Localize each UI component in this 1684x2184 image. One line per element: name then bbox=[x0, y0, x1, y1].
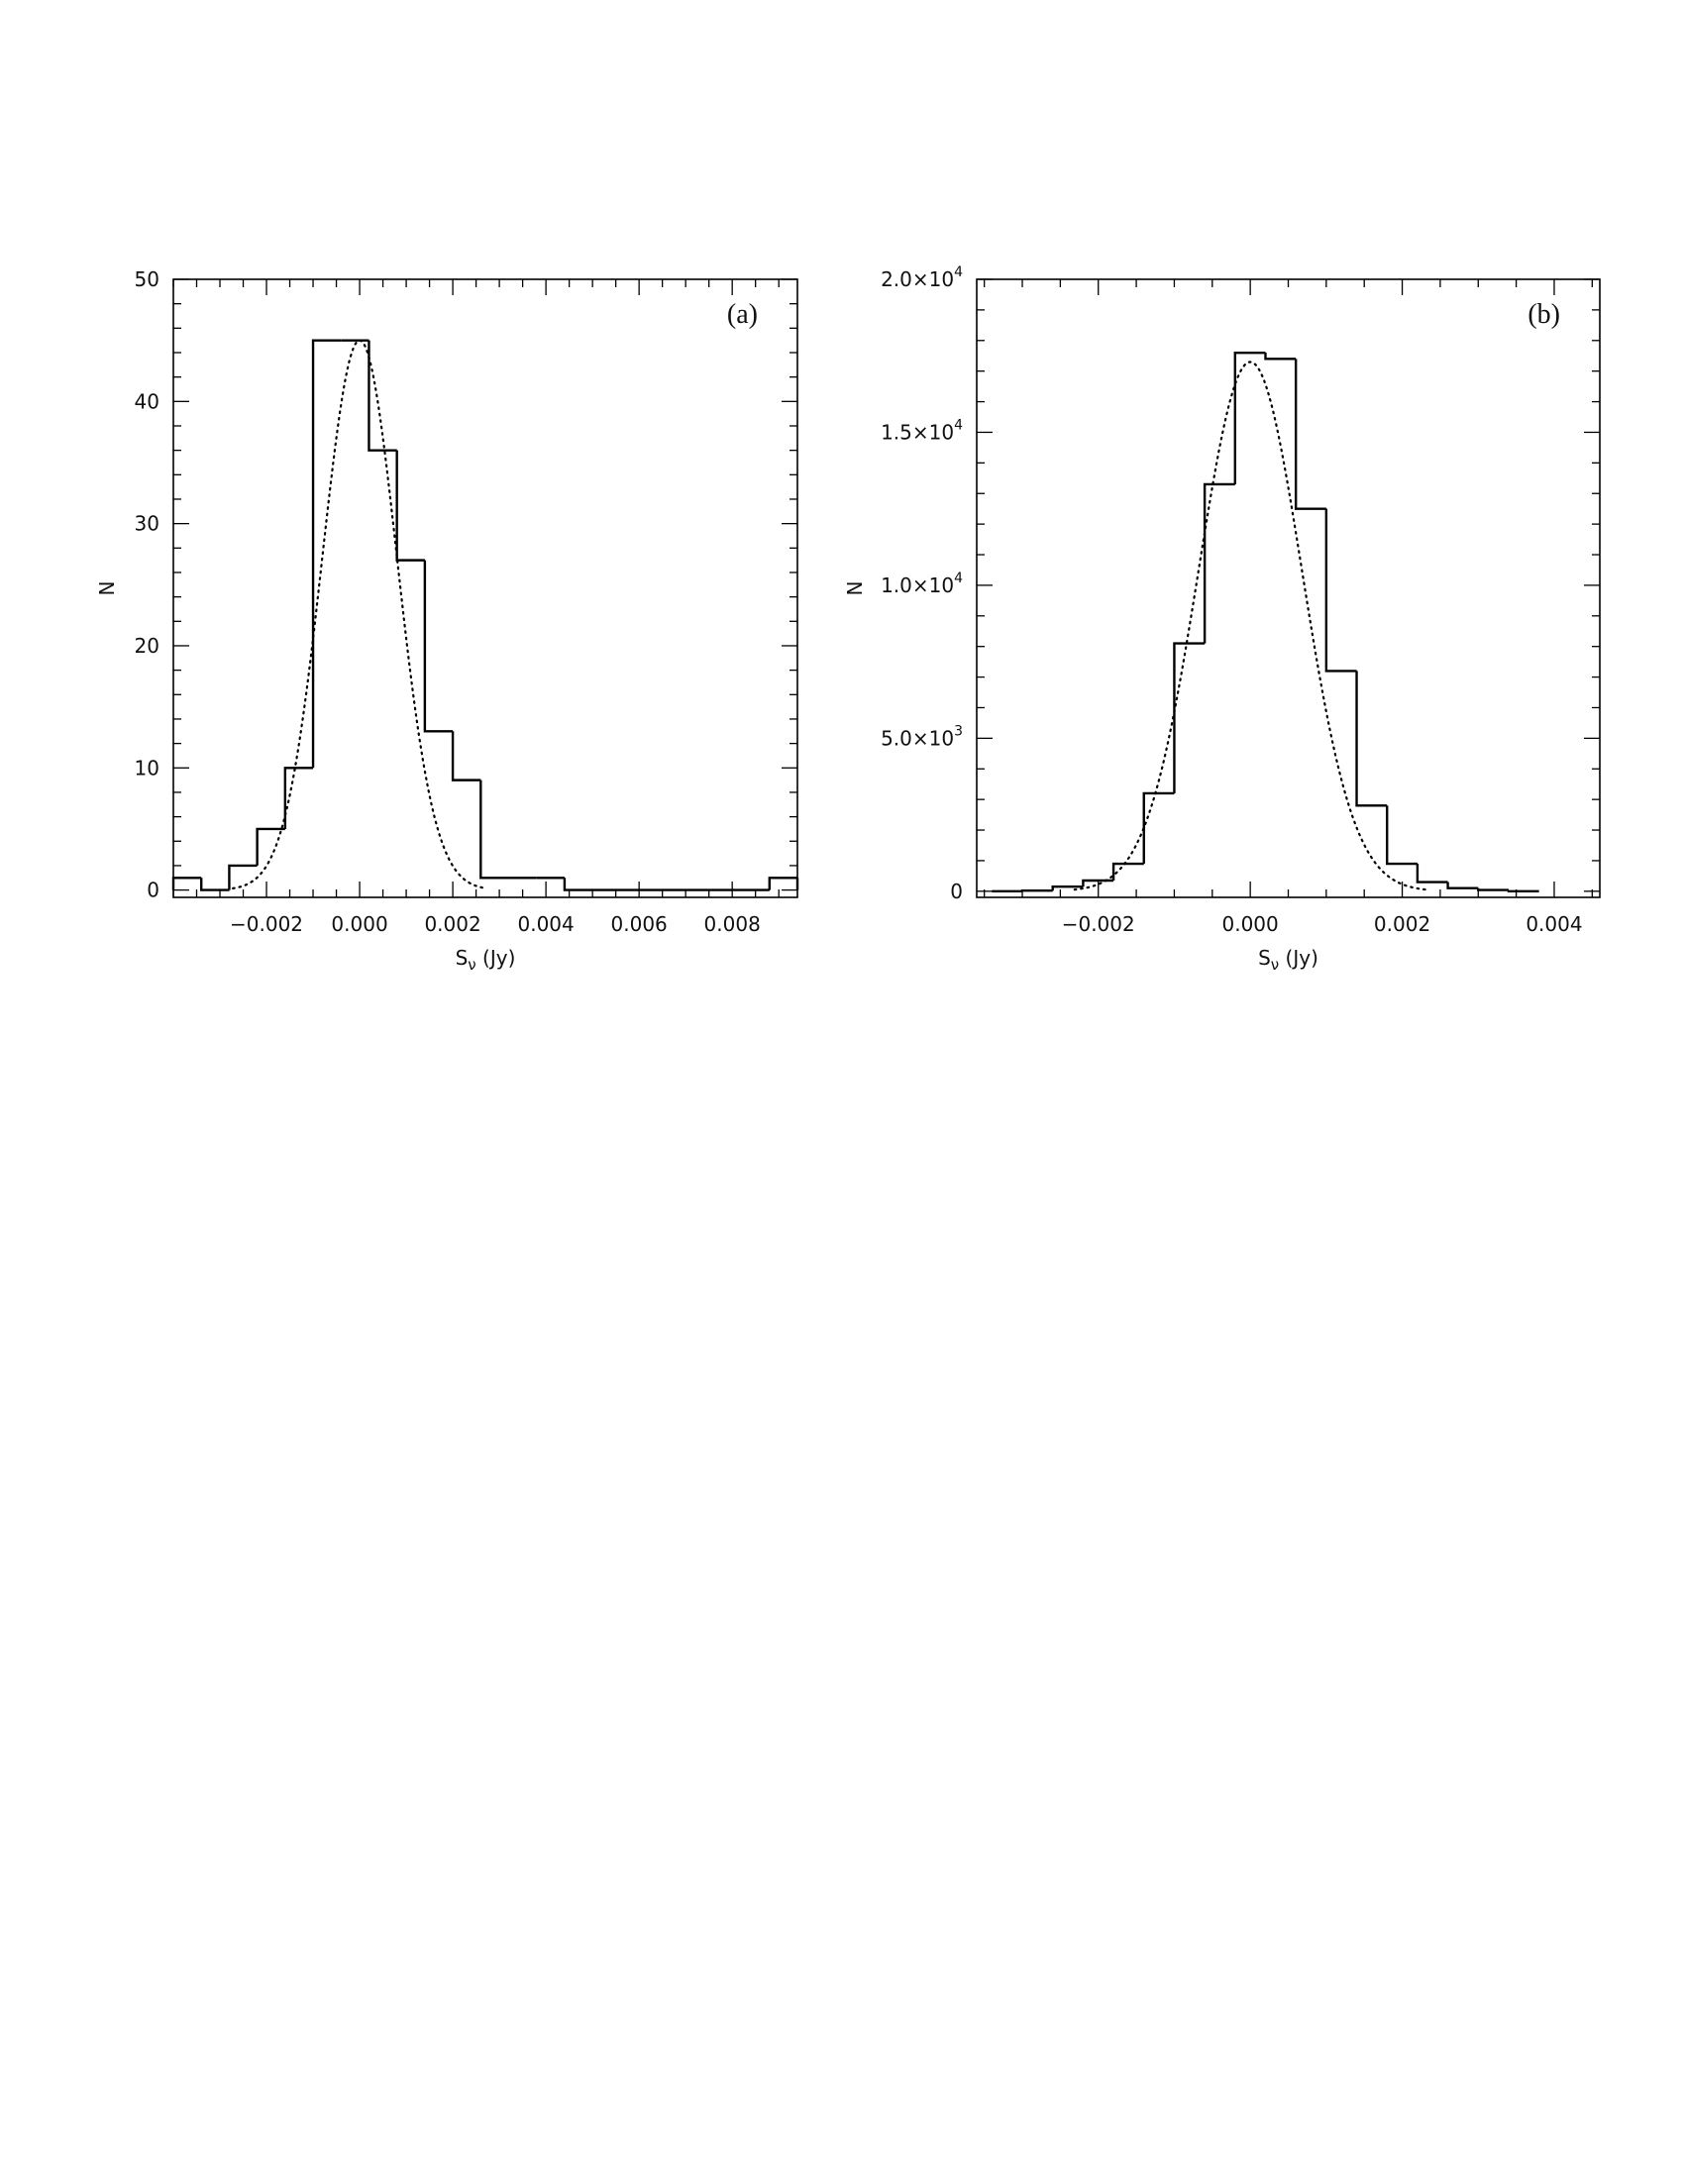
histogram-bin bbox=[311, 339, 342, 769]
histogram-bin bbox=[228, 864, 258, 890]
panel-label: (b) bbox=[1527, 299, 1560, 330]
x-axis-label-unit: (Jy) bbox=[476, 946, 516, 970]
y-tick-exponent: 4 bbox=[954, 417, 963, 433]
gaussian-fit-curve bbox=[1073, 361, 1427, 891]
y-tick-mantissa: 2.0×10 bbox=[881, 267, 954, 291]
y-tick-label: 50 bbox=[135, 267, 159, 291]
y-tick-label: 1.0×104 bbox=[881, 571, 963, 597]
panel-b-histogram: −0.002 0.000 0.002 0.00405.0×1031.0×1041.5×… bbox=[843, 264, 1601, 974]
x-axis-label-unit: (Jy) bbox=[1279, 946, 1318, 970]
gaussian-fit-curve bbox=[232, 339, 488, 889]
y-tick-mantissa: 10 bbox=[135, 756, 159, 780]
histogram-bin bbox=[1507, 889, 1539, 893]
x-tick-label: 0.000 bbox=[331, 912, 387, 936]
histogram-bin bbox=[256, 827, 285, 866]
y-tick-label: 40 bbox=[135, 389, 159, 413]
x-tick-label: 0.008 bbox=[704, 912, 761, 936]
y-tick-mantissa: 0 bbox=[147, 879, 159, 902]
histogram-bin bbox=[1082, 879, 1114, 887]
plot-frame bbox=[976, 278, 1601, 898]
y-tick-label: 0 bbox=[147, 879, 159, 902]
x-axis-label-subscript: ν bbox=[1271, 956, 1279, 974]
y-tick-mantissa: 40 bbox=[135, 389, 159, 413]
x-tick-label: −0.002 bbox=[230, 912, 303, 936]
y-axis-label: N bbox=[95, 581, 119, 596]
histogram-bin bbox=[1324, 508, 1357, 673]
histogram-bin bbox=[479, 780, 509, 880]
y-tick-mantissa: 50 bbox=[135, 267, 159, 291]
histogram-bin bbox=[395, 450, 425, 562]
y-tick-label: 5.0×103 bbox=[881, 723, 963, 750]
panel-a-histogram: −0.002 0.000 0.002 0.004 0.006 0.008 0 10 20 30 40… bbox=[95, 267, 799, 974]
y-tick-label: 10 bbox=[135, 756, 159, 780]
x-tick-label: 0.002 bbox=[424, 912, 480, 936]
histogram-bin bbox=[1233, 351, 1266, 484]
x-tick-label: 0.004 bbox=[517, 912, 574, 936]
histogram-bin bbox=[1477, 887, 1509, 891]
y-axis-label: N bbox=[843, 581, 867, 596]
y-tick-mantissa: 30 bbox=[135, 512, 159, 536]
y-tick-mantissa: 0 bbox=[950, 880, 963, 903]
y-tick-exponent: 4 bbox=[954, 264, 963, 280]
histogram-bin bbox=[1203, 482, 1235, 644]
y-tick-mantissa: 5.0×10 bbox=[881, 726, 954, 750]
y-tick-label: 20 bbox=[135, 634, 159, 658]
histogram-bin bbox=[1173, 642, 1206, 793]
histogram-bin bbox=[1386, 805, 1418, 866]
histogram-bin bbox=[1142, 791, 1175, 865]
x-axis-label-subscript: ν bbox=[468, 956, 475, 974]
y-tick-mantissa: 1.0×10 bbox=[881, 573, 954, 597]
y-tick-label: 2.0×104 bbox=[881, 264, 963, 291]
histogram-bin bbox=[1294, 359, 1326, 510]
histogram-bin bbox=[1416, 864, 1448, 884]
histogram-bin bbox=[423, 560, 454, 733]
histogram-bin bbox=[368, 340, 397, 452]
x-axis-label: Sν (Jy) bbox=[1258, 946, 1318, 974]
y-tick-label: 30 bbox=[135, 512, 159, 536]
histogram-bin bbox=[1051, 884, 1084, 891]
histogram-bin bbox=[1264, 353, 1297, 361]
histogram-bin bbox=[283, 767, 314, 829]
x-tick-label: 0.000 bbox=[1222, 912, 1279, 936]
y-tick-exponent: 3 bbox=[954, 723, 963, 739]
histogram-bin bbox=[768, 877, 797, 890]
x-tick-label: 0.002 bbox=[1374, 912, 1430, 936]
y-tick-mantissa: 1.5×10 bbox=[881, 420, 954, 444]
y-tick-mantissa: 20 bbox=[135, 634, 159, 658]
histogram-bin bbox=[1446, 882, 1479, 889]
histogram-bin bbox=[1355, 671, 1388, 807]
panel-label: (a) bbox=[727, 299, 758, 330]
histogram-bin bbox=[563, 878, 770, 891]
histogram-bin bbox=[1111, 862, 1144, 882]
histogram-bin bbox=[1020, 889, 1053, 892]
x-tick-label: −0.002 bbox=[1062, 912, 1135, 936]
plot-frame bbox=[172, 278, 798, 898]
x-tick-label: 0.004 bbox=[1526, 912, 1582, 936]
histogram-bin bbox=[451, 731, 481, 781]
x-tick-label: 0.006 bbox=[611, 912, 668, 936]
y-tick-label: 0 bbox=[950, 880, 963, 903]
histogram-bin bbox=[200, 878, 230, 891]
x-axis-label: Sν (Jy) bbox=[456, 946, 516, 974]
x-axis-label-main: S bbox=[1258, 946, 1271, 970]
histogram-bin bbox=[171, 877, 202, 890]
y-tick-label: 1.5×104 bbox=[881, 417, 963, 444]
y-tick-exponent: 4 bbox=[954, 571, 963, 586]
x-axis-label-main: S bbox=[456, 946, 469, 970]
